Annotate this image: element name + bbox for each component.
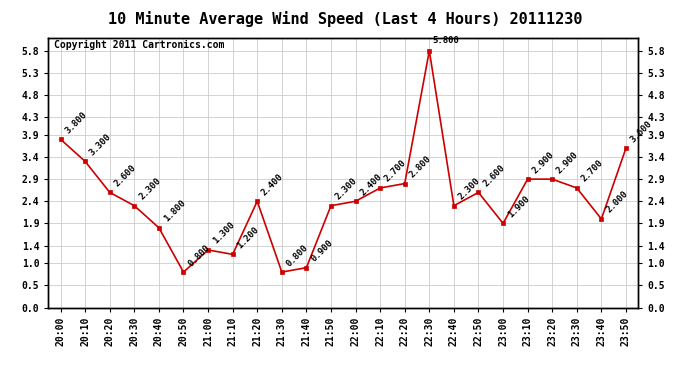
Text: 2.300: 2.300 [457, 176, 482, 201]
Text: 3.800: 3.800 [63, 110, 89, 135]
Text: 2.900: 2.900 [555, 150, 580, 175]
Text: 3.300: 3.300 [88, 132, 113, 157]
Text: 2.300: 2.300 [334, 176, 359, 201]
Text: 2.000: 2.000 [604, 189, 629, 215]
Text: 1.300: 1.300 [211, 220, 236, 246]
Text: 10 Minute Average Wind Speed (Last 4 Hours) 20111230: 10 Minute Average Wind Speed (Last 4 Hou… [108, 11, 582, 27]
Text: 2.600: 2.600 [112, 163, 138, 188]
Text: 1.800: 1.800 [161, 198, 187, 223]
Text: 2.300: 2.300 [137, 176, 162, 201]
Text: 0.800: 0.800 [186, 243, 212, 268]
Text: 0.900: 0.900 [309, 238, 335, 264]
Text: 1.900: 1.900 [506, 194, 531, 219]
Text: 0.800: 0.800 [284, 243, 310, 268]
Text: 2.400: 2.400 [358, 172, 384, 197]
Text: 2.700: 2.700 [383, 159, 408, 184]
Text: 2.400: 2.400 [260, 172, 286, 197]
Text: 2.800: 2.800 [408, 154, 433, 179]
Text: 5.800: 5.800 [432, 36, 459, 45]
Text: 2.900: 2.900 [531, 150, 555, 175]
Text: 3.600: 3.600 [629, 118, 654, 144]
Text: 1.200: 1.200 [235, 225, 261, 250]
Text: Copyright 2011 Cartronics.com: Copyright 2011 Cartronics.com [55, 40, 224, 50]
Text: 2.600: 2.600 [481, 163, 506, 188]
Text: 2.700: 2.700 [580, 159, 605, 184]
